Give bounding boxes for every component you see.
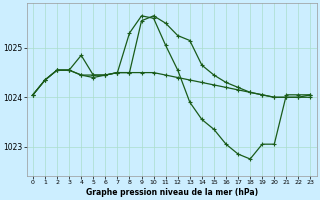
X-axis label: Graphe pression niveau de la mer (hPa): Graphe pression niveau de la mer (hPa) (86, 188, 258, 197)
